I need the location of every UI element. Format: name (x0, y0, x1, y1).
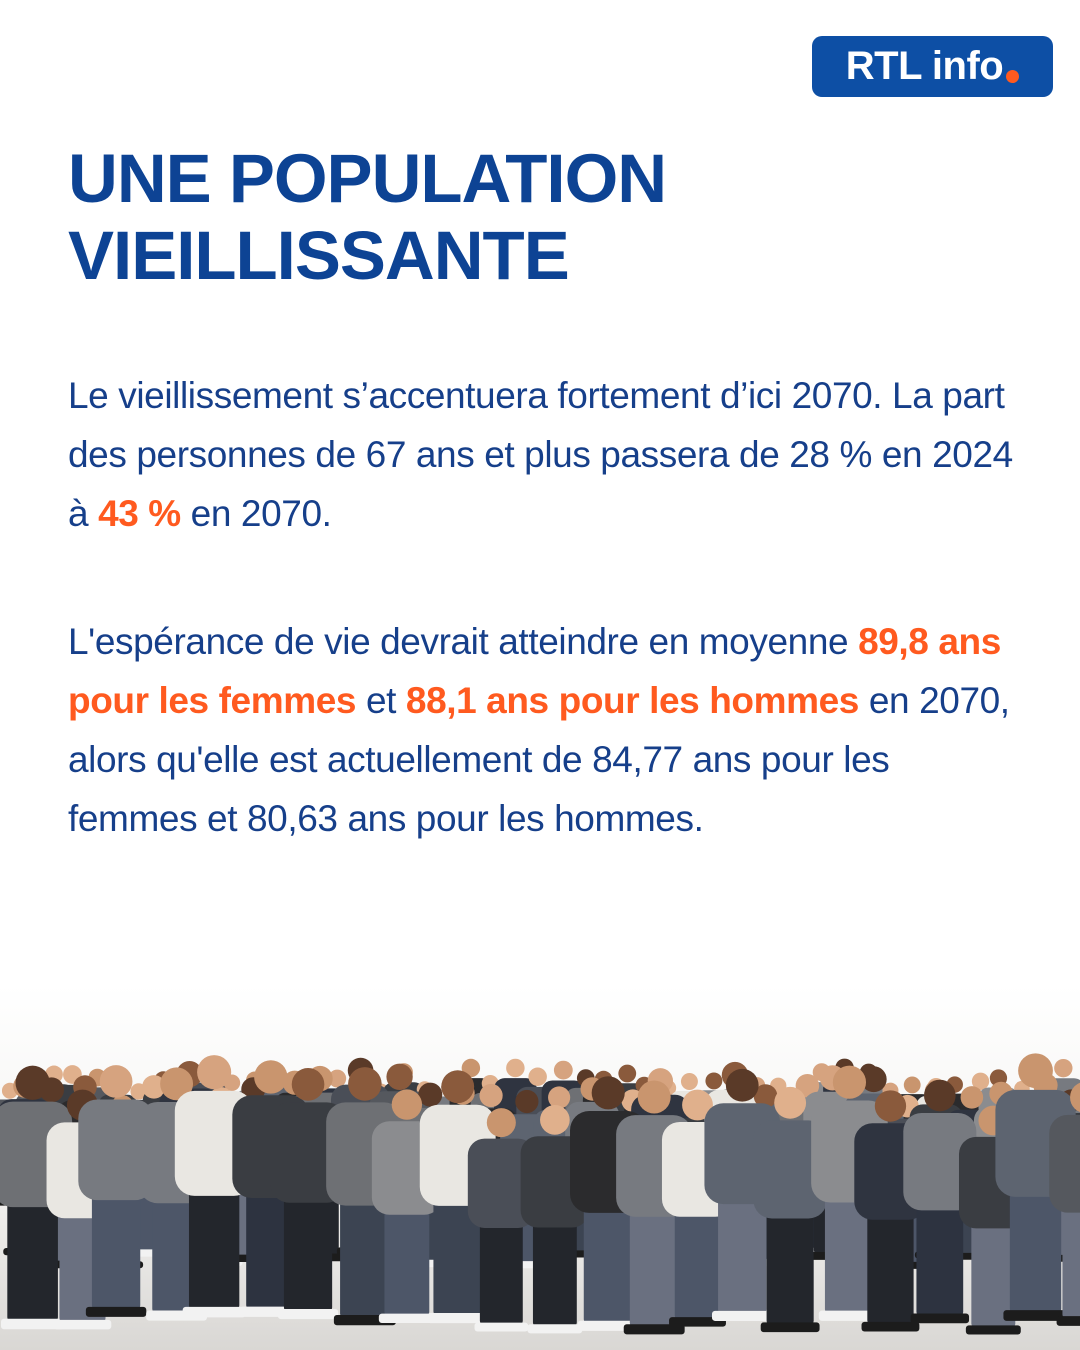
logo-text: RTL info (845, 44, 1004, 88)
page-title: UNE POPULATION VIEILLISSANTE (68, 140, 1028, 294)
crowd-person (753, 1086, 827, 1333)
paragraph-1-text-before: Le vieillissement s’accentuera fortement… (68, 375, 1013, 534)
paragraph-2-text-middle: et (356, 680, 406, 721)
highlight-43-percent: 43 % (98, 493, 181, 534)
paragraph-2-text-before: L'espérance de vie devrait atteindre en … (68, 621, 859, 662)
highlight-men-life-expectancy: 88,1 ans pour les hommes (405, 680, 859, 721)
logo-dot-icon (1006, 70, 1020, 83)
paragraph-2-text-after: en 2070, alors qu'elle est actuellement … (68, 680, 1010, 839)
highlight-women-life-expectancy: 89,8 ans pour les femmes (68, 621, 1001, 721)
paragraph-life-expectancy: L'espérance de vie devrait atteindre en … (68, 612, 1028, 848)
paragraph-aging: Le vieillissement s’accentuera fortement… (68, 366, 1028, 543)
title-line-2: VIEILLISSANTE (68, 217, 570, 294)
crowd-person (661, 1089, 734, 1327)
crowd-front-row (0, 1053, 1080, 1335)
title-line-1: UNE POPULATION (68, 140, 667, 217)
crowd-person (467, 1108, 535, 1332)
crowd-person (78, 1065, 154, 1317)
crowd-person (903, 1079, 977, 1324)
rtl-info-logo: RTL info (812, 36, 1053, 97)
crowd-person (1049, 1082, 1080, 1326)
paragraph-1-text-after: en 2070. (180, 493, 332, 534)
crowd-illustration-icon (0, 985, 1080, 1350)
